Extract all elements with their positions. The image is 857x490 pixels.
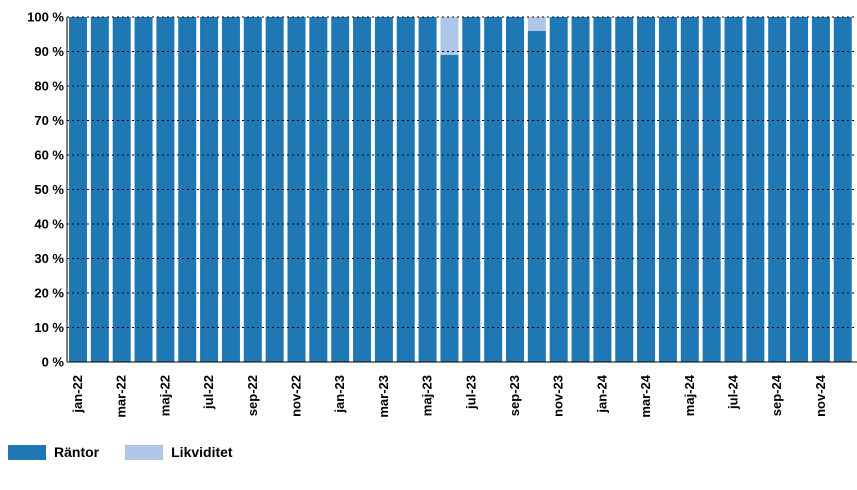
bar-rantor (811, 17, 830, 362)
x-tick-label: maj-22 (157, 375, 172, 416)
stacked-bar-chart: 0 % 10 % 20 % 30 % 40 % 50 % 60 % 70 % 80 % 90 % 1… (27, 10, 857, 418)
y-tick-label: 30 % (34, 251, 64, 266)
bar-rantor (527, 30, 546, 363)
x-tick-label: jan-24 (594, 374, 609, 413)
legend: Räntor Likviditet (8, 444, 233, 460)
bar-rantor (680, 17, 699, 362)
x-tick-label: sep-22 (245, 375, 260, 416)
bar-rantor (200, 17, 219, 362)
bar-rantor (331, 17, 350, 362)
x-tick-label: mar-23 (376, 375, 391, 418)
bar-rantor (702, 17, 721, 362)
y-tick-label: 0 % (42, 355, 65, 370)
bar-rantor (156, 17, 175, 362)
y-tick-label: 80 % (34, 79, 64, 94)
bar-likviditet (440, 17, 459, 55)
y-tick-label: 40 % (34, 217, 64, 232)
bar-rantor (615, 17, 634, 362)
y-tick-label: 50 % (34, 182, 64, 197)
bar-rantor (396, 17, 415, 362)
x-tick-label: nov-24 (813, 374, 828, 417)
bar-rantor (462, 17, 481, 362)
x-tick-label: jul-24 (726, 374, 741, 410)
x-tick-label: sep-23 (507, 375, 522, 416)
bar-rantor (112, 17, 131, 362)
bar-rantor (440, 54, 459, 362)
x-tick-label: jan-22 (70, 375, 85, 414)
x-tick-label: jan-23 (332, 375, 347, 414)
bar-rantor (571, 17, 590, 362)
bar-rantor (637, 17, 656, 362)
legend-label-likviditet: Likviditet (171, 444, 233, 460)
legend-item-rantor: Räntor (8, 444, 99, 460)
bar-rantor (221, 17, 240, 362)
legend-label-rantor: Räntor (54, 444, 100, 460)
bar-rantor (790, 17, 809, 362)
legend-item-likviditet: Likviditet (125, 444, 233, 460)
x-tick-label: maj-23 (420, 375, 435, 416)
y-tick-label: 20 % (34, 286, 64, 301)
x-tick-label: mar-22 (114, 375, 129, 418)
bar-rantor (506, 17, 524, 362)
bar-likviditet (527, 17, 546, 31)
y-tick-label: 90 % (34, 44, 64, 59)
y-tick-label: 60 % (34, 148, 64, 163)
x-tick-label: jul-23 (463, 375, 478, 410)
bar-rantor (265, 17, 284, 362)
x-tick-label: jul-22 (201, 375, 216, 410)
x-tick-label: nov-22 (289, 375, 304, 417)
bar-rantor (746, 17, 765, 362)
y-tick-label: 70 % (34, 113, 64, 128)
x-tick-label: mar-24 (638, 374, 653, 417)
bar-rantor (287, 17, 306, 362)
x-tick-label: nov-23 (551, 375, 566, 417)
y-tick-label: 10 % (34, 320, 64, 335)
x-tick-label: sep-24 (769, 374, 784, 416)
bar-rantor (90, 17, 109, 362)
legend-swatch-likviditet (125, 444, 164, 460)
legend-swatch-rantor (8, 444, 46, 460)
x-tick-label: maj-24 (682, 374, 697, 416)
y-tick-label: 100 % (27, 10, 64, 25)
